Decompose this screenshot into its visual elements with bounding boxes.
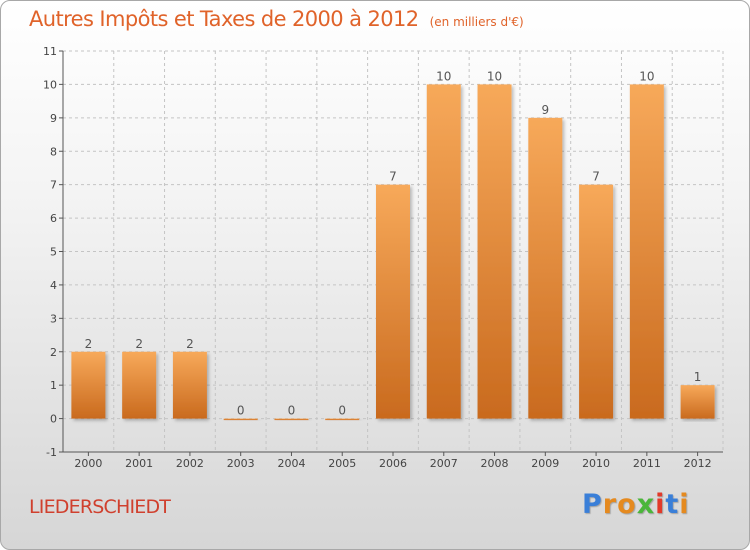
x-tick-label: 2005 xyxy=(328,457,356,470)
y-tick-label: 1 xyxy=(50,379,57,392)
bar xyxy=(71,351,106,419)
y-tick-label: -1 xyxy=(46,446,57,459)
y-tick-label: 9 xyxy=(50,112,57,125)
bar xyxy=(426,84,461,419)
value-label: 10 xyxy=(639,69,654,83)
value-label: 0 xyxy=(288,404,296,418)
logo-letter: i xyxy=(679,489,690,520)
bar xyxy=(122,351,157,419)
bar xyxy=(274,418,309,421)
y-tick-label: 8 xyxy=(50,145,57,158)
y-tick-label: 0 xyxy=(50,413,57,426)
logo-letter: x xyxy=(636,489,656,520)
x-tick-label: 2008 xyxy=(481,457,509,470)
bar xyxy=(579,184,614,419)
logo-letter: o xyxy=(617,489,637,520)
x-tick-label: 2006 xyxy=(379,457,407,470)
value-label: 2 xyxy=(85,337,93,351)
y-tick-label: 4 xyxy=(50,279,57,292)
x-tick-label: 2003 xyxy=(227,457,255,470)
value-label: 9 xyxy=(541,103,549,117)
value-label: 1 xyxy=(694,370,702,384)
x-tick-label: 2012 xyxy=(684,457,712,470)
x-tick-label: 2010 xyxy=(582,457,610,470)
chart-title: Autres Impôts et Taxes de 2000 à 2012 xyxy=(29,7,419,31)
bar xyxy=(376,184,410,419)
bar xyxy=(629,84,664,419)
logo-letter: i xyxy=(655,489,666,520)
bar xyxy=(477,84,512,419)
value-label: 2 xyxy=(135,337,143,351)
labels: -101234567891011220002200122002020030200… xyxy=(43,45,712,470)
y-tick-label: 2 xyxy=(50,346,57,359)
commune-name: LIEDERSCHIEDT xyxy=(29,496,171,518)
value-label: 0 xyxy=(338,404,346,418)
logo-letter: t xyxy=(665,489,680,520)
value-label: 7 xyxy=(389,170,397,184)
chart-title-block: Autres Impôts et Taxes de 2000 à 2012 (e… xyxy=(29,7,524,31)
bar xyxy=(325,418,360,421)
y-tick-label: 3 xyxy=(50,312,57,325)
x-tick-label: 2002 xyxy=(176,457,204,470)
value-label: 0 xyxy=(237,404,245,418)
value-label: 2 xyxy=(186,337,194,351)
value-label: 10 xyxy=(436,69,451,83)
axes xyxy=(59,50,723,456)
y-tick-label: 6 xyxy=(50,212,57,225)
x-tick-label: 2011 xyxy=(633,457,661,470)
y-tick-label: 10 xyxy=(43,78,57,91)
y-tick-label: 11 xyxy=(43,45,57,58)
y-tick-label: 7 xyxy=(50,179,57,192)
bar xyxy=(172,351,207,419)
y-tick-label: 5 xyxy=(50,246,57,259)
x-tick-label: 2009 xyxy=(531,457,559,470)
logo-letter: P xyxy=(582,489,603,520)
value-label: 10 xyxy=(487,69,502,83)
proxiti-logo[interactable]: Proxiti xyxy=(582,489,690,520)
bar xyxy=(680,385,715,419)
x-tick-label: 2000 xyxy=(74,457,102,470)
bars xyxy=(71,84,715,421)
x-tick-label: 2004 xyxy=(277,457,305,470)
logo-letter: r xyxy=(602,489,618,520)
chart-unit: (en milliers d'€) xyxy=(429,15,524,29)
value-label: 7 xyxy=(592,170,600,184)
bar xyxy=(528,117,563,419)
x-tick-label: 2007 xyxy=(430,457,458,470)
x-tick-label: 2001 xyxy=(125,457,153,470)
bar xyxy=(223,418,258,421)
